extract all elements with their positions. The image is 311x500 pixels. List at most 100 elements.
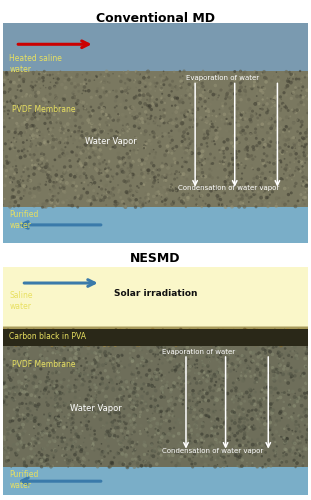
Point: [127, 438, 132, 446]
Point: [281, 128, 286, 136]
Point: [37, 342, 42, 350]
Point: [146, 152, 151, 160]
Point: [189, 72, 194, 80]
Point: [213, 430, 218, 438]
Point: [209, 160, 214, 168]
Point: [276, 348, 281, 356]
Point: [222, 189, 227, 197]
Point: [17, 100, 22, 108]
Point: [133, 136, 138, 143]
Point: [181, 390, 186, 398]
Point: [155, 366, 160, 374]
Point: [305, 176, 310, 184]
Point: [187, 166, 192, 174]
Point: [40, 163, 45, 171]
Point: [36, 456, 41, 464]
Point: [251, 397, 256, 405]
Point: [162, 184, 167, 192]
Point: [150, 447, 155, 455]
Point: [240, 422, 245, 430]
Point: [109, 342, 114, 350]
Point: [279, 96, 284, 104]
Point: [17, 368, 22, 376]
Point: [192, 369, 197, 377]
Bar: [3, 272, 308, 326]
Point: [304, 156, 309, 164]
Point: [273, 448, 278, 456]
Point: [204, 377, 209, 385]
Point: [109, 142, 114, 150]
Point: [187, 437, 192, 445]
Point: [251, 396, 256, 404]
Point: [208, 159, 213, 167]
Point: [207, 412, 211, 420]
Point: [39, 462, 44, 470]
Point: [83, 327, 88, 335]
Point: [5, 454, 10, 462]
Point: [139, 392, 144, 400]
Point: [116, 336, 121, 344]
Point: [34, 169, 39, 177]
Point: [212, 424, 217, 432]
Point: [162, 99, 167, 107]
Point: [33, 160, 38, 168]
Point: [299, 398, 304, 406]
Bar: [3, 300, 308, 326]
Point: [217, 416, 222, 424]
Point: [212, 70, 217, 78]
Point: [231, 175, 236, 183]
Point: [268, 95, 273, 103]
Point: [99, 403, 104, 411]
Point: [226, 172, 231, 180]
Point: [261, 104, 266, 112]
Point: [48, 410, 53, 418]
Point: [241, 360, 246, 368]
Point: [111, 191, 116, 199]
Point: [174, 462, 179, 469]
Point: [133, 455, 138, 463]
Point: [76, 96, 81, 104]
Point: [102, 350, 107, 358]
Point: [26, 186, 31, 194]
Point: [300, 162, 305, 170]
Point: [77, 404, 82, 412]
Point: [82, 141, 87, 149]
Point: [117, 420, 122, 428]
Point: [25, 136, 30, 144]
Point: [146, 120, 151, 128]
Point: [92, 196, 97, 203]
Point: [50, 432, 55, 440]
Point: [195, 102, 200, 110]
Point: [10, 382, 15, 390]
Point: [298, 130, 303, 138]
Point: [54, 338, 59, 345]
Point: [303, 178, 308, 186]
Point: [149, 140, 154, 148]
Point: [134, 401, 139, 409]
Point: [192, 116, 197, 124]
Point: [237, 450, 242, 458]
Point: [254, 412, 259, 420]
Point: [46, 452, 51, 460]
Point: [115, 432, 120, 440]
Point: [165, 413, 170, 421]
Point: [293, 450, 298, 458]
Point: [126, 84, 131, 92]
Point: [189, 111, 194, 119]
Point: [261, 189, 266, 197]
Point: [107, 428, 112, 436]
Point: [237, 442, 242, 450]
Point: [199, 92, 204, 100]
Point: [243, 368, 248, 376]
Point: [217, 192, 222, 200]
Point: [67, 192, 72, 200]
Point: [97, 446, 102, 454]
Point: [66, 436, 71, 444]
Point: [254, 92, 259, 100]
Point: [292, 456, 297, 464]
Point: [149, 459, 154, 467]
Point: [296, 450, 301, 458]
Point: [277, 147, 282, 155]
Point: [17, 360, 22, 368]
Point: [203, 118, 208, 126]
